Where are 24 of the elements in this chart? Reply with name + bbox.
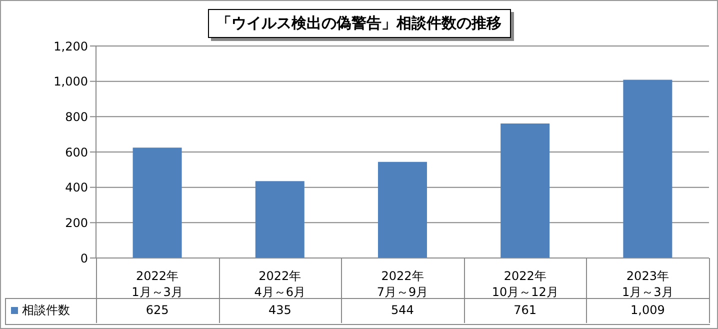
bar [623, 80, 672, 258]
bar [132, 148, 182, 258]
y-tick-label: 800 [65, 110, 88, 124]
x-tick-label: 2022年 10月～12月 [492, 269, 558, 299]
x-tick-label: 2022年 7月～9月 [376, 269, 428, 299]
legend-label: 相談件数 [22, 302, 70, 319]
y-tick-label: 0 [80, 251, 88, 266]
data-label: 761 [512, 302, 538, 319]
data-label: 1,009 [630, 302, 666, 319]
y-tick-label: 400 [65, 180, 88, 195]
y-tick-label: 600 [65, 145, 88, 160]
bar [500, 124, 550, 258]
x-tick-label: 2022年 4月～6月 [254, 269, 306, 299]
bar [378, 162, 427, 258]
y-tick-label: 1,200 [54, 39, 88, 54]
bar [255, 181, 304, 258]
data-label: 544 [390, 302, 415, 319]
x-tick-label: 2022年 1月～3月 [132, 269, 183, 299]
data-label: 625 [144, 302, 170, 319]
x-tick-label: 2023年 1月～3月 [622, 269, 674, 299]
y-tick-label: 1,000 [54, 74, 88, 89]
y-tick-label: 200 [65, 216, 88, 230]
data-label: 435 [267, 302, 292, 319]
chart-title: 「ウイルス検出の偽警告」相談件数の推移 [208, 9, 510, 38]
